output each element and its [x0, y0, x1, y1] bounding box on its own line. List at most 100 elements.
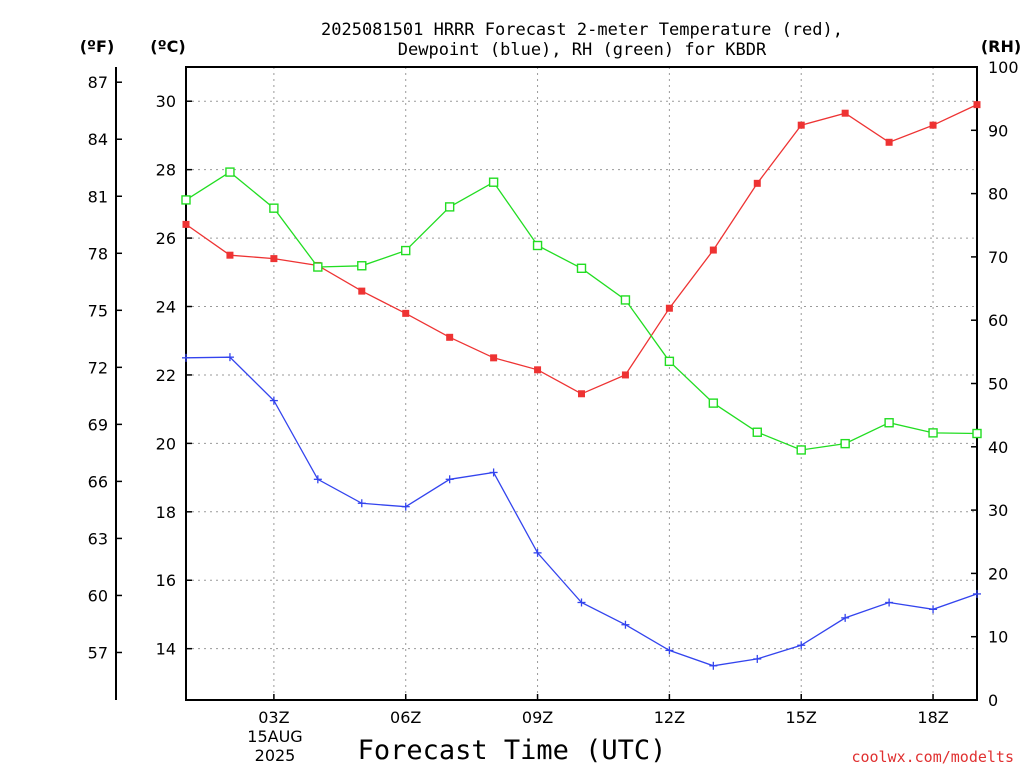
rh-point — [357, 261, 367, 271]
rh-tick-label: 20 — [988, 564, 1008, 583]
temperature-point — [973, 101, 981, 109]
x-tick-label: 12Z — [654, 708, 685, 727]
temperature-point — [578, 390, 585, 398]
temperature-point — [358, 287, 366, 295]
rh-point — [225, 167, 235, 177]
temperature-point — [226, 251, 234, 259]
fahrenheit-tick-label: 66 — [88, 472, 108, 491]
rh-line — [185, 171, 978, 451]
rh-point — [840, 438, 850, 449]
rh-point — [928, 428, 938, 438]
rh-tick-label: 10 — [988, 628, 1008, 647]
x-tick-label: 06Z — [390, 708, 421, 727]
date-label-day: 15AUG — [247, 727, 302, 746]
rh-unit-label: (RH) — [981, 37, 1021, 56]
rh-point — [401, 245, 411, 256]
credit-text: coolwx.com/modelts — [851, 748, 1014, 766]
temperature-point — [797, 121, 805, 129]
rh-tick-label: 90 — [988, 121, 1008, 140]
rh-point — [576, 263, 587, 273]
fahrenheit-tick-label: 69 — [88, 415, 108, 434]
dewpoint-point — [841, 613, 850, 622]
dewpoint-point — [665, 646, 674, 655]
celsius-tick-label: 30 — [156, 92, 176, 111]
temperature-point — [402, 309, 410, 317]
rh-point — [664, 356, 675, 367]
x-tick-label: 03Z — [258, 708, 289, 727]
dewpoint-point — [182, 353, 190, 362]
rh-tick-label: 80 — [988, 185, 1008, 204]
rh-tick-label: 0 — [988, 691, 998, 710]
dewpoint-point — [797, 641, 806, 650]
rh-point — [313, 262, 323, 272]
celsius-tick-label: 14 — [156, 640, 176, 659]
fahrenheit-tick-label: 81 — [88, 187, 108, 206]
temperature-point — [665, 304, 673, 312]
temperature-point — [490, 354, 498, 362]
dewpoint-point — [489, 468, 498, 477]
x-tick-label: 18Z — [917, 708, 948, 727]
fahrenheit-unit-label: (ºF) — [80, 37, 115, 56]
celsius-tick-label: 22 — [156, 366, 176, 385]
chart-title-line1: 2025081501 HRRR Forecast 2-meter Tempera… — [321, 20, 843, 40]
dewpoint-point — [885, 598, 894, 607]
x-tick-label: 09Z — [522, 708, 553, 727]
dewpoint-point — [621, 620, 630, 629]
dewpoint-point — [973, 589, 981, 598]
dewpoint-point — [269, 396, 278, 405]
temperature-point — [534, 366, 542, 374]
rh-point — [488, 177, 499, 187]
data-series — [181, 101, 982, 670]
dewpoint-point — [225, 353, 234, 362]
fahrenheit-tick-label: 63 — [88, 529, 108, 548]
celsius-tick-label: 18 — [156, 503, 176, 522]
dewpoint-point — [929, 605, 938, 614]
dewpoint-point — [709, 661, 718, 670]
temperature-point — [621, 371, 629, 379]
celsius-tick-label: 20 — [156, 434, 176, 453]
fahrenheit-tick-label: 75 — [88, 301, 108, 320]
celsius-unit-label: (ºC) — [150, 37, 185, 56]
fahrenheit-tick-label: 84 — [88, 130, 108, 149]
fahrenheit-tick-label: 57 — [88, 643, 108, 662]
rh-tick-label: 40 — [988, 438, 1008, 457]
rh-tick-label: 50 — [988, 375, 1008, 394]
rh-point — [708, 398, 719, 408]
rh-point — [532, 240, 543, 251]
temperature-point — [841, 109, 849, 117]
rh-point — [884, 418, 894, 428]
dewpoint-point — [401, 502, 410, 511]
celsius-tick-label: 24 — [156, 298, 176, 317]
temperature-point — [929, 121, 937, 129]
dewpoint-point — [577, 598, 586, 607]
dewpoint-point — [313, 475, 322, 484]
rh-point — [269, 203, 279, 213]
rh-tick-label: 100 — [988, 58, 1019, 77]
celsius-tick-label: 26 — [156, 229, 176, 248]
dewpoint-point — [753, 654, 762, 663]
temperature-point — [446, 333, 454, 341]
rh-point — [620, 295, 631, 305]
temperature-point — [885, 138, 893, 146]
fahrenheit-tick-label: 60 — [88, 586, 108, 605]
x-tick-label: 15Z — [786, 708, 817, 727]
rh-point — [796, 445, 806, 455]
dewpoint-point — [357, 499, 366, 508]
rh-tick-label: 30 — [988, 501, 1008, 520]
rh-point — [752, 427, 762, 437]
celsius-tick-label: 16 — [156, 571, 176, 590]
celsius-tick-label: 28 — [156, 161, 176, 180]
date-label-year: 2025 — [255, 746, 296, 765]
rh-tick-label: 60 — [988, 311, 1008, 330]
fahrenheit-tick-label: 87 — [88, 73, 108, 92]
chart-title-line2: Dewpoint (blue), RH (green) for KBDR — [398, 40, 767, 60]
temperature-point — [709, 246, 717, 254]
rh-tick-label: 70 — [988, 248, 1008, 267]
axes — [115, 66, 978, 701]
temperature-point — [753, 179, 761, 187]
temperature-point — [270, 255, 278, 263]
rh-point — [444, 202, 455, 212]
fahrenheit-tick-label: 72 — [88, 358, 108, 377]
dewpoint-point — [445, 475, 454, 484]
